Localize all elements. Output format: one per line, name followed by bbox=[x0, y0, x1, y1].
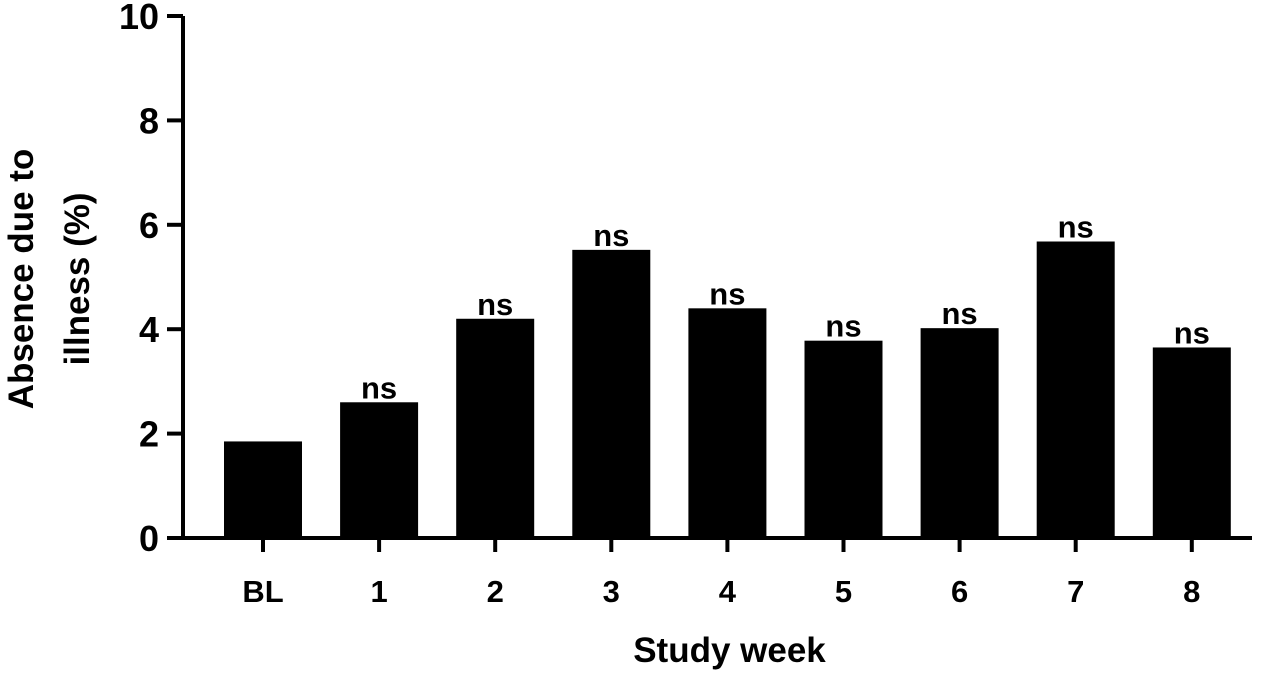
x-tick-label: 2 bbox=[487, 574, 504, 609]
x-tick-label: 5 bbox=[835, 574, 852, 609]
significance-label: ns bbox=[825, 309, 861, 344]
y-axis-title-line-1: Absence due to bbox=[2, 149, 41, 410]
significance-label: ns bbox=[361, 370, 397, 405]
y-axis-title-line-2: illness (%) bbox=[58, 192, 97, 365]
y-tick-label: 10 bbox=[119, 0, 159, 37]
bar-7 bbox=[1036, 241, 1115, 538]
bar-2 bbox=[456, 318, 535, 538]
bar-8 bbox=[1152, 347, 1231, 538]
bar-6 bbox=[920, 328, 999, 538]
x-tick-label: BL bbox=[242, 574, 283, 609]
bar-5 bbox=[804, 340, 883, 538]
x-tick-label: 6 bbox=[951, 574, 968, 609]
x-tick-label: 3 bbox=[603, 574, 620, 609]
y-tick-label: 2 bbox=[139, 414, 159, 455]
y-axis-title: Absence due to illness (%) bbox=[2, 149, 97, 410]
bar-4 bbox=[688, 308, 767, 538]
x-tick-label: 1 bbox=[370, 574, 387, 609]
significance-label: ns bbox=[1174, 315, 1210, 350]
y-tick-label: 8 bbox=[139, 100, 159, 141]
y-tick-label: 4 bbox=[139, 309, 159, 350]
bars-group bbox=[224, 241, 1231, 538]
significance-label: ns bbox=[1058, 210, 1094, 245]
y-tick-label: 0 bbox=[139, 518, 159, 559]
significance-label: ns bbox=[593, 218, 629, 253]
bar-1 bbox=[340, 402, 419, 538]
bar-BL bbox=[224, 441, 302, 538]
x-tick-label: 4 bbox=[719, 574, 737, 609]
x-tick-label: 7 bbox=[1067, 574, 1084, 609]
significance-label: ns bbox=[942, 296, 978, 331]
y-tick-label: 6 bbox=[139, 205, 159, 246]
significance-label: ns bbox=[477, 287, 513, 322]
significance-labels: ns ns ns ns ns ns ns ns bbox=[361, 210, 1210, 406]
significance-label: ns bbox=[709, 276, 745, 311]
x-axis-title: Study week bbox=[633, 631, 826, 670]
axes-group: BL 1 2 3 4 5 6 7 8 0 2 4 6 8 10 bbox=[119, 0, 1252, 609]
x-tick-label: 8 bbox=[1183, 574, 1200, 609]
bar-3 bbox=[572, 249, 651, 538]
